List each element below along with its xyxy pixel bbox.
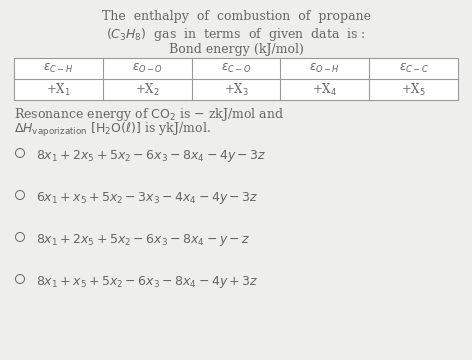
Text: +X$_1$: +X$_1$ bbox=[46, 81, 71, 98]
Text: $\varepsilon_{O-O}$: $\varepsilon_{O-O}$ bbox=[132, 62, 163, 75]
Text: Resonance energy of $\mathrm{CO_2}$ is $-$ zkJ/mol and: Resonance energy of $\mathrm{CO_2}$ is $… bbox=[14, 106, 284, 123]
Text: +X$_4$: +X$_4$ bbox=[312, 81, 337, 98]
Text: +X$_3$: +X$_3$ bbox=[224, 81, 248, 98]
Text: $8x_1 + 2x_5 + 5x_2 - 6x_3 - 8x_4 - 4y - 3z$: $8x_1 + 2x_5 + 5x_2 - 6x_3 - 8x_4 - 4y -… bbox=[36, 148, 267, 164]
Text: $\varepsilon_{C-H}$: $\varepsilon_{C-H}$ bbox=[43, 62, 74, 75]
Text: $(C_3H_8)$  gas  in  terms  of  given  data  is :: $(C_3H_8)$ gas in terms of given data is… bbox=[106, 26, 366, 43]
Text: $\varepsilon_{C-C}$: $\varepsilon_{C-C}$ bbox=[399, 62, 429, 75]
Text: The  enthalpy  of  combustion  of  propane: The enthalpy of combustion of propane bbox=[101, 10, 371, 23]
Text: $6x_1 + x_5 + 5x_2 - 3x_3 - 4x_4 - 4y - 3z$: $6x_1 + x_5 + 5x_2 - 3x_3 - 4x_4 - 4y - … bbox=[36, 190, 259, 206]
Text: Bond energy (kJ/mol): Bond energy (kJ/mol) bbox=[169, 43, 303, 56]
Bar bbox=[14, 58, 458, 100]
Bar bbox=[14, 58, 458, 100]
Text: +X$_2$: +X$_2$ bbox=[135, 81, 160, 98]
Text: +X$_5$: +X$_5$ bbox=[401, 81, 426, 98]
Text: $\varepsilon_{O-H}$: $\varepsilon_{O-H}$ bbox=[309, 62, 340, 75]
Text: $8x_1 + 2x_5 + 5x_2 - 6x_3 - 8x_4 - y - z$: $8x_1 + 2x_5 + 5x_2 - 6x_3 - 8x_4 - y - … bbox=[36, 232, 251, 248]
Text: $\varepsilon_{C-O}$: $\varepsilon_{C-O}$ bbox=[221, 62, 251, 75]
Text: $8x_1 + x_5 + 5x_2 - 6x_3 - 8x_4 - 4y + 3z$: $8x_1 + x_5 + 5x_2 - 6x_3 - 8x_4 - 4y + … bbox=[36, 274, 259, 290]
Text: $\Delta H_{\mathrm{vaporization}}$ $[\mathrm{H_2O(\ell)}]$ is ykJ/mol.: $\Delta H_{\mathrm{vaporization}}$ $[\ma… bbox=[14, 121, 211, 139]
